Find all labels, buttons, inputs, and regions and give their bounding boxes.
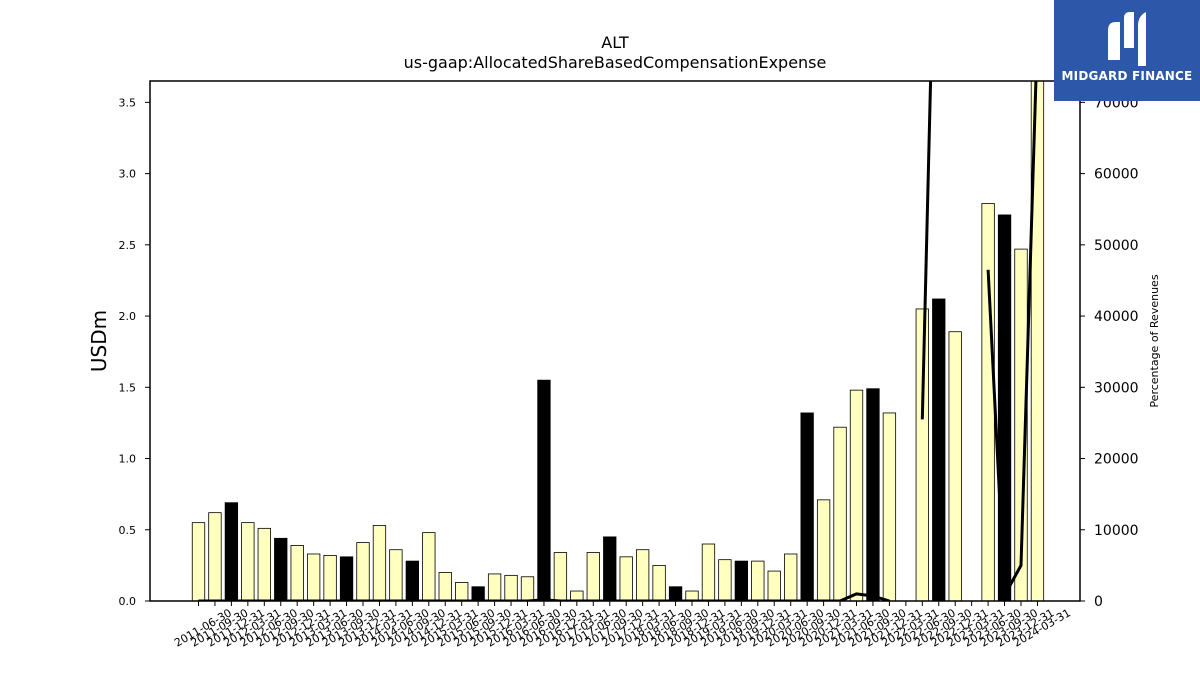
plot-frame <box>149 80 1081 602</box>
y-tick-label: 0.5 <box>119 524 137 537</box>
bar-2018-09-30 <box>668 586 683 601</box>
bar-2015-06-30 <box>455 582 469 601</box>
bar-series <box>191 81 1045 601</box>
y-tick-label: 3.5 <box>119 96 137 109</box>
y2-tick-label: 50000 <box>1094 238 1139 254</box>
bar-2023-12-31 <box>1014 248 1028 601</box>
bar-2012-03-31 <box>241 522 255 601</box>
bar-2014-03-31 <box>372 525 387 601</box>
y-tick-label: 1.0 <box>119 453 137 466</box>
bar-2019-09-30 <box>734 560 748 601</box>
y2-tick-label: 40000 <box>1094 309 1139 325</box>
y2-axis-label: Percentage of Revenues <box>1148 274 1161 407</box>
bar-2023-09-30 <box>997 214 1012 601</box>
y-tick-label: 1.5 <box>119 381 137 394</box>
bar-2015-12-31 <box>487 573 502 601</box>
bar-2016-12-31 <box>553 552 568 601</box>
bar-2019-12-31 <box>751 560 765 601</box>
bar-2017-06-30 <box>586 552 600 601</box>
bar-2020-03-31 <box>767 570 781 601</box>
bar-2011-09-30 <box>208 512 222 601</box>
line-series <box>198 81 1038 601</box>
bar-2017-09-30 <box>603 536 617 601</box>
bar-2012-12-31 <box>290 545 304 601</box>
chart-subtitle: us-gaap:AllocatedShareBasedCompensationE… <box>404 53 827 72</box>
bar-2021-09-30 <box>866 388 880 601</box>
percentage-line-segment-2 <box>920 81 933 420</box>
brand-name: MIDGARD FINANCE <box>1061 69 1193 83</box>
chart-title: ALT <box>601 33 629 52</box>
bar-2020-12-31 <box>816 499 831 601</box>
bar-2023-06-30 <box>981 203 995 601</box>
y-tick-label: 2.0 <box>119 310 137 323</box>
bar-2017-12-31 <box>619 556 633 601</box>
bar-2018-06-30 <box>652 564 666 601</box>
percentage-line-segment-3 <box>986 81 1038 597</box>
y2-tick-label: 10000 <box>1094 523 1139 539</box>
bar-2013-12-31 <box>356 542 370 601</box>
bar-2016-09-30 <box>537 379 551 601</box>
y-tick-label: 0.0 <box>119 595 137 608</box>
y2-tick-label: 0 <box>1094 594 1103 610</box>
bar-2020-06-30 <box>784 553 798 601</box>
bar-2018-12-31 <box>685 590 699 601</box>
y2-tick-label: 60000 <box>1094 167 1139 183</box>
brand-logo: MIDGARD FINANCE <box>1054 0 1200 101</box>
bar-2011-12-31 <box>224 502 239 601</box>
bar-2019-03-31 <box>701 543 716 601</box>
bar-2022-09-30 <box>932 298 946 601</box>
bar-2020-09-30 <box>800 412 814 601</box>
bar-2018-03-31 <box>636 549 650 601</box>
bar-2013-03-31 <box>306 553 321 601</box>
bar-2014-09-30 <box>405 560 420 601</box>
y-tick-label: 3.0 <box>119 168 137 181</box>
bar-2022-12-31 <box>948 331 962 601</box>
bar-2012-06-30 <box>257 527 271 601</box>
bar-2012-09-30 <box>274 537 288 601</box>
y-tick-label: 2.5 <box>119 239 137 252</box>
bar-2024-03-31 <box>1030 81 1045 601</box>
bar-2013-06-30 <box>323 555 337 601</box>
midgard-logo-icon <box>1108 12 1146 66</box>
y2-tick-label: 30000 <box>1094 380 1139 396</box>
bar-2022-06-30 <box>915 308 929 601</box>
bar-2017-03-31 <box>570 590 584 601</box>
bar-2021-12-31 <box>882 412 897 601</box>
bar-2015-09-30 <box>471 586 485 601</box>
bar-2014-06-30 <box>389 549 403 601</box>
percentage-line-segment-1 <box>198 592 890 601</box>
x-axis: 2011-06-302011-09-302011-12-312012-03-31… <box>172 601 1073 650</box>
bar-2016-06-30 <box>520 576 535 601</box>
y-axis-label: USDm <box>87 310 111 372</box>
bar-2013-09-30 <box>339 556 354 601</box>
bar-2021-06-30 <box>849 389 864 601</box>
bar-2015-03-31 <box>438 572 452 601</box>
y2-tick-label: 20000 <box>1094 452 1139 468</box>
bar-2016-03-31 <box>504 574 518 601</box>
left-y-axis: 0.0 0.5 1.0 1.5 2.0 2.5 3.0 3.5 <box>119 96 150 608</box>
bar-2019-06-30 <box>718 559 732 601</box>
bar-2021-03-31 <box>833 426 847 601</box>
bar-2011-06-30 <box>191 522 206 601</box>
bar-2014-12-31 <box>422 532 436 601</box>
